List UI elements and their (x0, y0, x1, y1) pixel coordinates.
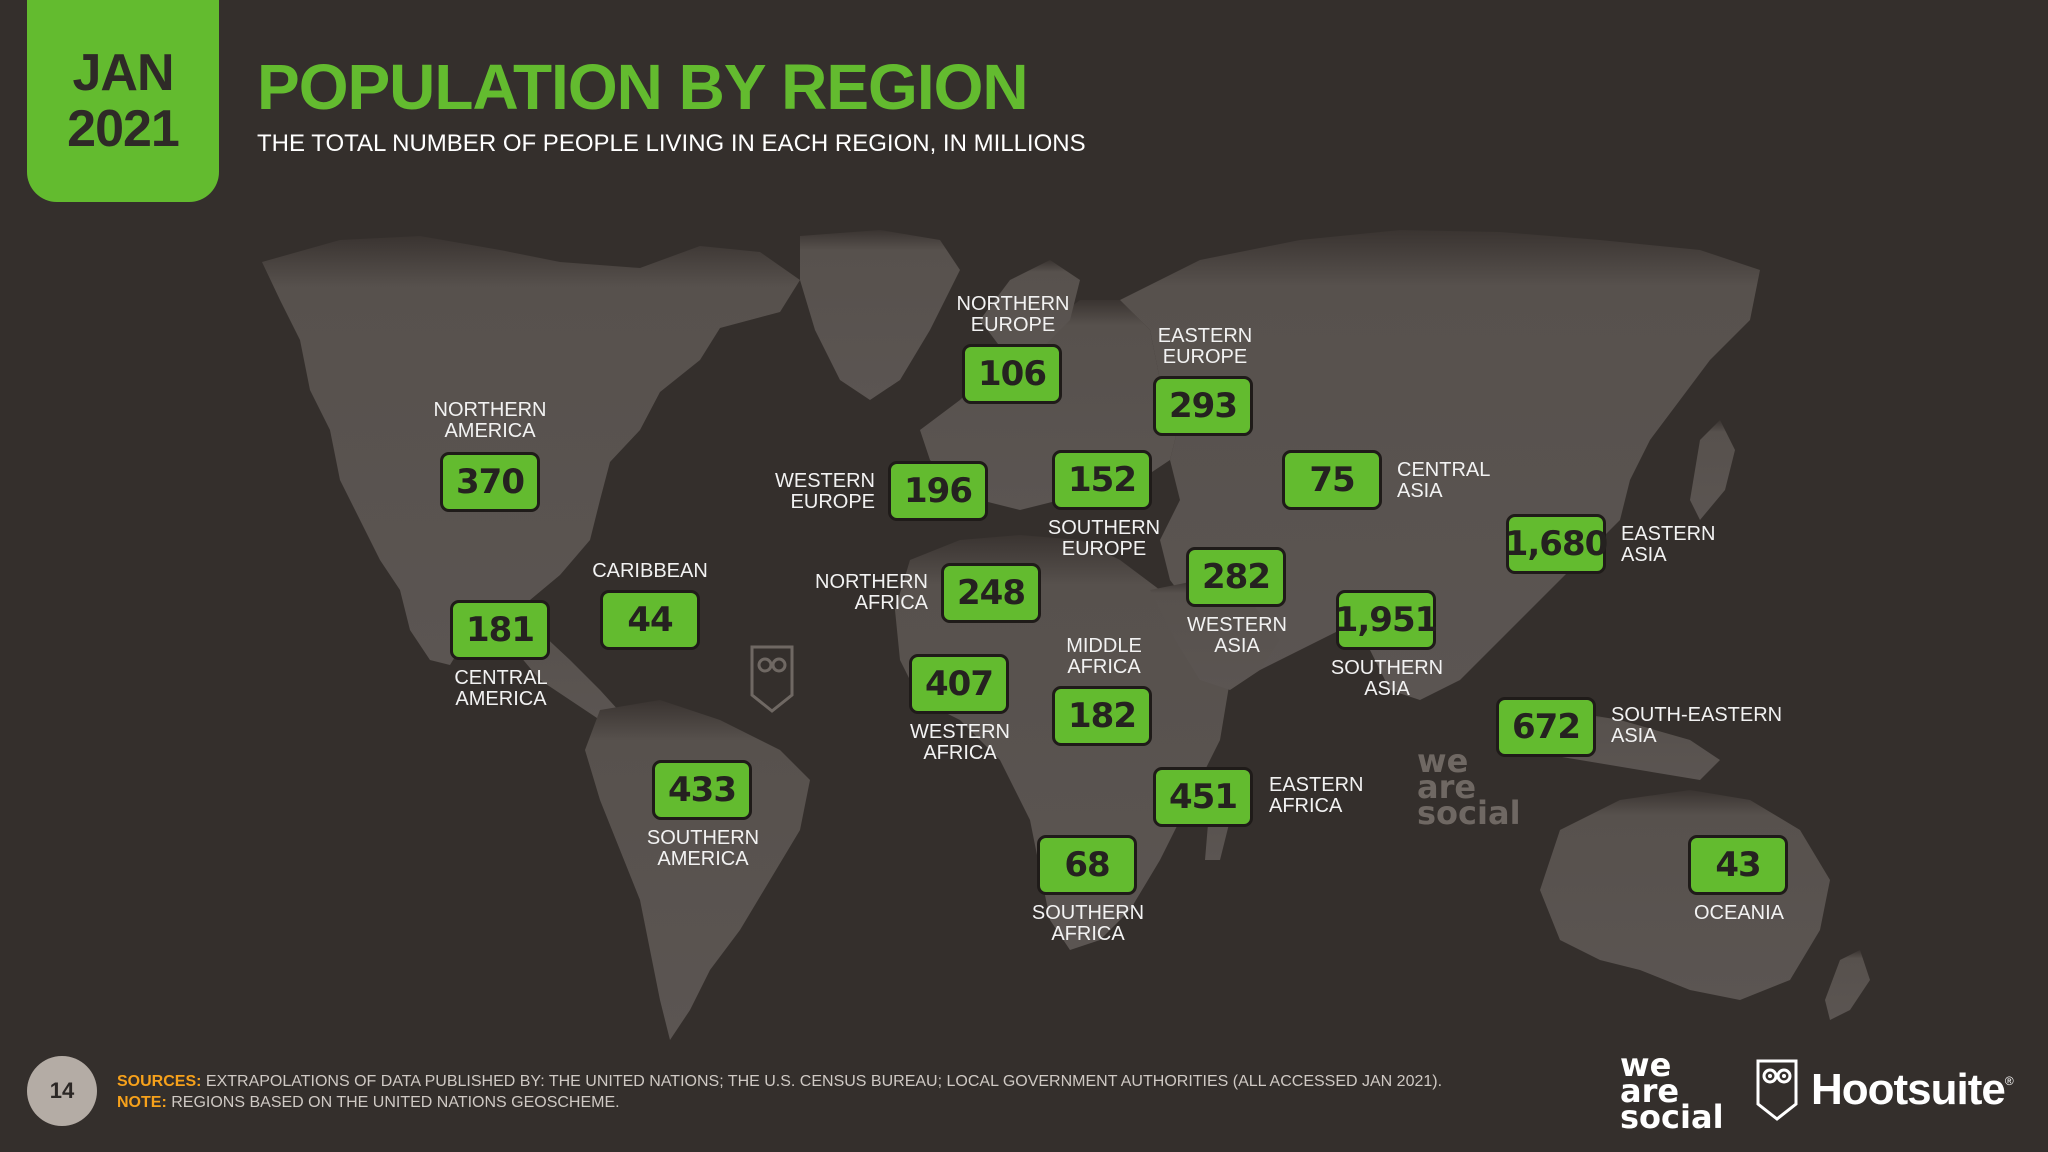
greenland-landmass (800, 230, 960, 400)
note-text: REGIONS BASED ON THE UNITED NATIONS GEOS… (171, 1094, 620, 1111)
registered-mark: ® (2004, 1074, 2014, 1088)
date-badge: JAN 2021 (27, 0, 219, 202)
label-southern-america: SOUTHERN AMERICA (646, 827, 760, 870)
arabia-landmass (1150, 580, 1280, 690)
sources-text: EXTRAPOLATIONS OF DATA PUBLISHED BY: THE… (205, 1073, 1443, 1090)
label-northern-america: NORTHERN AMERICA (433, 399, 547, 442)
hootsuite-logo: Hootsuite ® (1755, 1058, 2014, 1122)
label-central-asia: CENTRAL ASIA (1397, 459, 1491, 502)
label-oceania: OCEANIA (1693, 902, 1785, 924)
value-south-eastern-asia: 672 (1496, 697, 1596, 757)
label-northern-europe: NORTHERN EUROPE (956, 293, 1070, 336)
label-northern-africa: NORTHERN AFRICA (815, 571, 928, 614)
label-western-europe: WESTERN EUROPE (775, 470, 875, 513)
date-month: JAN (72, 44, 174, 102)
hootsuite-wordmark: Hootsuite (1811, 1065, 2006, 1114)
value-central-asia: 75 (1282, 450, 1382, 510)
value-eastern-europe: 293 (1153, 376, 1253, 436)
footer-sources: SOURCES: EXTRAPOLATIONS OF DATA PUBLISHE… (117, 1071, 1442, 1113)
label-southern-africa: SOUTHERN AFRICA (1031, 902, 1145, 945)
label-central-america: CENTRAL AMERICA (454, 667, 548, 710)
value-western-africa: 407 (909, 654, 1009, 714)
north-america-landmass (262, 236, 800, 665)
scandinavia-landmass (980, 260, 1080, 360)
value-northern-africa: 248 (941, 563, 1041, 623)
value-eastern-africa: 451 (1153, 767, 1253, 827)
owl-watermark-icon (750, 645, 794, 713)
label-caribbean: CARIBBEAN (592, 560, 708, 582)
label-middle-africa: MIDDLE AFRICA (1066, 635, 1142, 678)
value-eastern-asia: 1,680 (1505, 514, 1608, 574)
label-south-eastern-asia: SOUTH-EASTERN ASIA (1611, 704, 1783, 747)
value-western-asia: 282 (1186, 547, 1286, 607)
value-southern-europe: 152 (1052, 450, 1152, 510)
value-northern-europe: 106 (962, 344, 1062, 404)
value-northern-america: 370 (440, 452, 540, 512)
hootsuite-owl-icon (1756, 1059, 1798, 1121)
label-eastern-africa: EASTERN AFRICA (1269, 774, 1364, 817)
new-zealand-landmass (1825, 950, 1870, 1020)
value-southern-africa: 68 (1037, 835, 1137, 895)
value-southern-america: 433 (652, 760, 752, 820)
value-central-america: 181 (450, 600, 550, 660)
we-are-social-watermark: we are social (1417, 742, 1521, 832)
label-western-asia: WESTERN ASIA (1187, 614, 1287, 657)
date-year: 2021 (67, 100, 180, 158)
page-title: POPULATION BY REGION (257, 51, 1029, 123)
japan-landmass (1690, 420, 1735, 520)
page-subtitle: THE TOTAL NUMBER OF PEOPLE LIVING IN EAC… (257, 130, 1086, 157)
value-caribbean: 44 (600, 590, 700, 650)
south-america-landmass (585, 700, 810, 1040)
label-eastern-europe: EASTERN EUROPE (1157, 325, 1253, 368)
australia-landmass (1540, 790, 1830, 1000)
label-western-africa: WESTERN AFRICA (910, 721, 1010, 764)
value-southern-asia: 1,951 (1335, 590, 1438, 650)
label-southern-europe: SOUTHERN EUROPE (1047, 517, 1161, 560)
page-number: 14 (27, 1056, 97, 1126)
value-middle-africa: 182 (1052, 686, 1152, 746)
note-key: NOTE: (117, 1094, 167, 1111)
label-eastern-asia: EASTERN ASIA (1621, 523, 1716, 566)
value-western-europe: 196 (888, 461, 988, 521)
label-southern-asia: SOUTHERN ASIA (1330, 657, 1444, 700)
value-oceania: 43 (1688, 835, 1788, 895)
sources-key: SOURCES: (117, 1073, 202, 1090)
we-are-social-logo: we are social (1620, 1046, 1724, 1136)
